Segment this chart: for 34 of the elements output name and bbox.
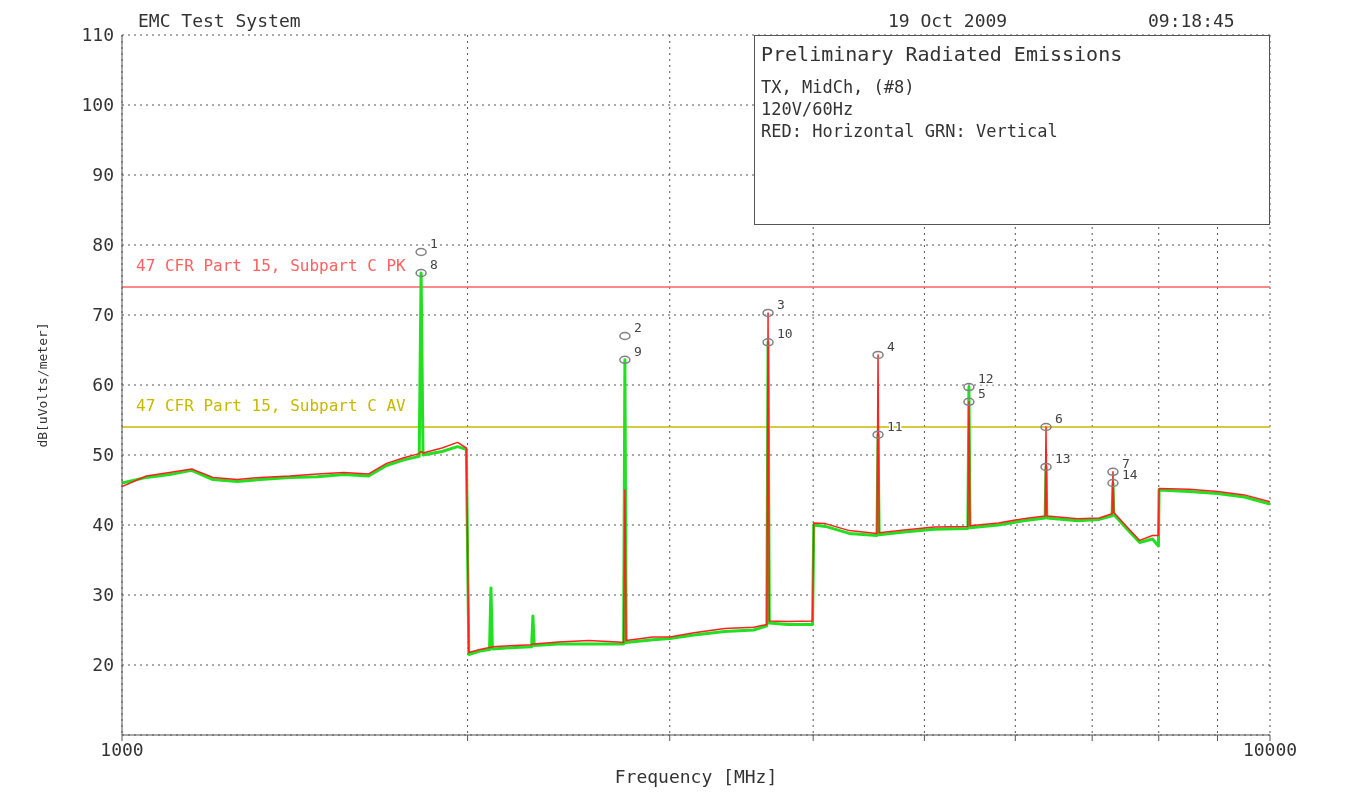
annotation: 9 [633, 343, 642, 359]
y-tick-label: 30 [92, 584, 114, 606]
ref-line-label: 47 CFR Part 15, Subpart C AV [136, 396, 407, 415]
annotation: 1 [430, 236, 438, 251]
y-tick-label: 80 [92, 234, 114, 256]
annotation: 5 [977, 385, 986, 401]
y-tick-label: 50 [92, 444, 114, 466]
y-tick-label: 40 [92, 514, 114, 536]
y-tick-label: 70 [92, 304, 114, 326]
ref-line-label: 47 CFR Part 15, Subpart C PK [136, 256, 407, 275]
text: EMC Test System [138, 10, 301, 31]
y-tick-label: 90 [92, 164, 114, 186]
annotation: 13 [1055, 450, 1071, 466]
annotation: 3 [777, 296, 785, 312]
text: 19 Oct 2009 [888, 10, 1008, 31]
annotation: 12 [977, 371, 994, 387]
annotation: 6 [1055, 411, 1063, 426]
x-axis-title: Frequency [MHz] [614, 766, 778, 787]
y-tick-label: 20 [92, 654, 114, 676]
chart-title: Preliminary Radiated Emissions [761, 42, 1124, 66]
x-tick-label: 10000 [1242, 738, 1298, 760]
annotation: TX, MidCh, (#8) [761, 76, 916, 98]
annotation: 4 [887, 338, 896, 354]
annotation: 10 [777, 326, 793, 342]
text: 09:18:45 [1148, 10, 1235, 31]
annotation: 2 [633, 320, 642, 335]
y-axis-title: dB[uVolts/meter] [34, 322, 50, 448]
y-tick-label: 60 [92, 374, 114, 396]
x-tick-label: 1000 [100, 738, 144, 760]
annotation: RED: Horizontal GRN: Vertical [761, 120, 1059, 142]
annotation: 8 [430, 257, 438, 272]
y-tick-label: 100 [81, 94, 114, 116]
y-tick-label: 110 [81, 24, 114, 46]
annotation: 120V/60Hz [761, 98, 855, 120]
